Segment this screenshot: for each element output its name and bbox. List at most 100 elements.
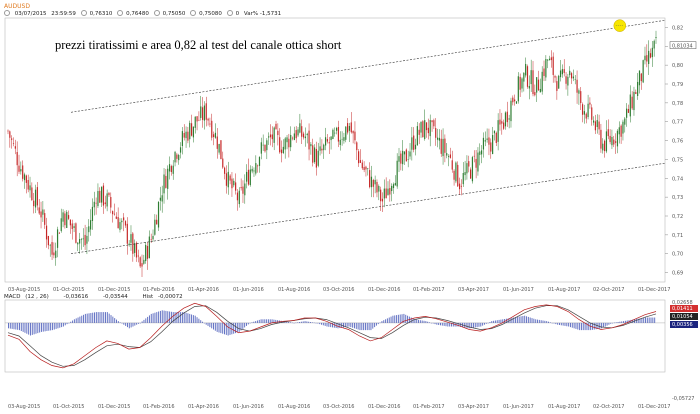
macd-histogram-bar [229,322,231,335]
macd-histogram-bar [189,313,191,323]
price-candle-body [268,136,270,138]
price-candle-body [414,144,417,150]
price-candle-body [501,121,503,124]
macd-histogram-bar [266,319,268,323]
price-candle-body [273,127,275,143]
price-candle-body [194,116,196,128]
macd-histogram-bar [414,319,416,323]
price-candle-body [418,129,420,135]
macd-histogram-bar [108,313,110,323]
macd-signal-line [7,305,657,367]
macd-histogram-bar [410,317,412,323]
macd-histogram-bar [467,322,469,329]
macd-histogram-bar [256,320,258,323]
macd-histogram-bar [377,322,379,325]
macd-histogram-bar [392,315,394,323]
macd-y-tick-top: 0,02658 [672,300,693,306]
price-candle-body [201,107,204,120]
price-candle-body [525,63,527,76]
macd-histogram-bar [245,322,247,326]
macd-histogram-bar [289,322,291,323]
price-candle-body [469,169,472,179]
macd-histogram-bar [8,322,9,329]
price-candle-body [75,223,77,243]
price-candle-body [451,160,453,170]
macd-histogram-bar [88,313,90,323]
price-candle-body [561,69,563,75]
macd-histogram-bar [141,321,143,323]
macd-histogram-bar [68,322,70,324]
macd-histogram-bar [51,322,53,331]
macd-histogram-bar [324,322,326,326]
macd-histogram-bar [421,320,423,323]
price-candle-body [88,226,90,233]
price-candle-body [240,187,242,189]
price-candle-body [141,263,143,267]
price-candle-body [170,166,172,173]
price-candle-body [121,220,123,223]
price-candle-body [624,118,626,125]
header-time: 23:59:59 [51,10,76,17]
macd-label: MACD [4,294,21,300]
price-candle-body [179,147,182,153]
macd-histogram-bar [558,322,560,326]
macd-histogram-bar [163,310,165,323]
macd-histogram-bar [438,322,440,326]
price-candle-body [51,242,53,255]
price-candle-body [611,136,613,146]
macd-histogram-bar [313,322,315,324]
price-candle-body [381,198,384,202]
macd-histogram-bar [73,319,75,323]
settings-dot-icon[interactable] [4,10,10,16]
macd-histogram-bar [526,316,528,323]
close-dot-icon [190,10,197,16]
price-candle-body [490,142,492,152]
price-candle-body [570,73,573,79]
macd-x-tick-label: 01-Jun-2017 [503,404,534,410]
price-candle-body [545,59,547,78]
macd-histogram-bar [37,322,39,334]
macd-histogram-bar [222,322,224,334]
price-candle-body [49,244,51,246]
price-candle-body [436,137,439,140]
macd-histogram-bar [604,322,606,327]
price-candle-body [503,122,505,129]
price-candle-body [301,126,303,137]
price-candle-body [523,72,525,82]
price-candle-body [653,40,655,49]
macd-histogram-bar [247,322,249,325]
price-candle-body [539,88,541,93]
macd-histogram-bar [443,322,445,326]
price-candle-body [106,193,108,207]
macd-histogram-bar [161,310,163,323]
macd-histogram-bar [172,312,174,323]
macd-histogram-bar [218,322,220,333]
price-candle-body [255,163,257,174]
macd-histogram-bar [198,318,200,323]
macd-histogram-bar [81,315,83,323]
macd-histogram-bar [357,322,359,330]
price-candle-body [7,130,9,132]
price-candle-body [319,146,321,151]
price-candle-body [108,192,110,196]
price-candle-body [313,147,316,163]
price-candle-body [405,149,407,162]
price-candle-body [295,130,297,139]
macd-histogram-bar [346,322,348,327]
header-high: 0,76480 [126,10,149,17]
macd-histogram-bar [623,321,625,323]
price-candle-body [592,120,595,123]
price-candle-body [600,129,602,149]
price-candle-body [462,173,464,185]
macd-histogram-bar [476,322,478,328]
macd-histogram-bar [397,314,399,323]
macd-histogram-bar [15,322,17,330]
macd-histogram-bar [429,322,431,323]
macd-histogram-bar [33,322,35,335]
price-candle-body [183,132,185,138]
price-candle-body [363,167,365,171]
price-candle-body [330,136,332,141]
price-candle-body [482,137,485,150]
price-candle-body [207,118,209,121]
